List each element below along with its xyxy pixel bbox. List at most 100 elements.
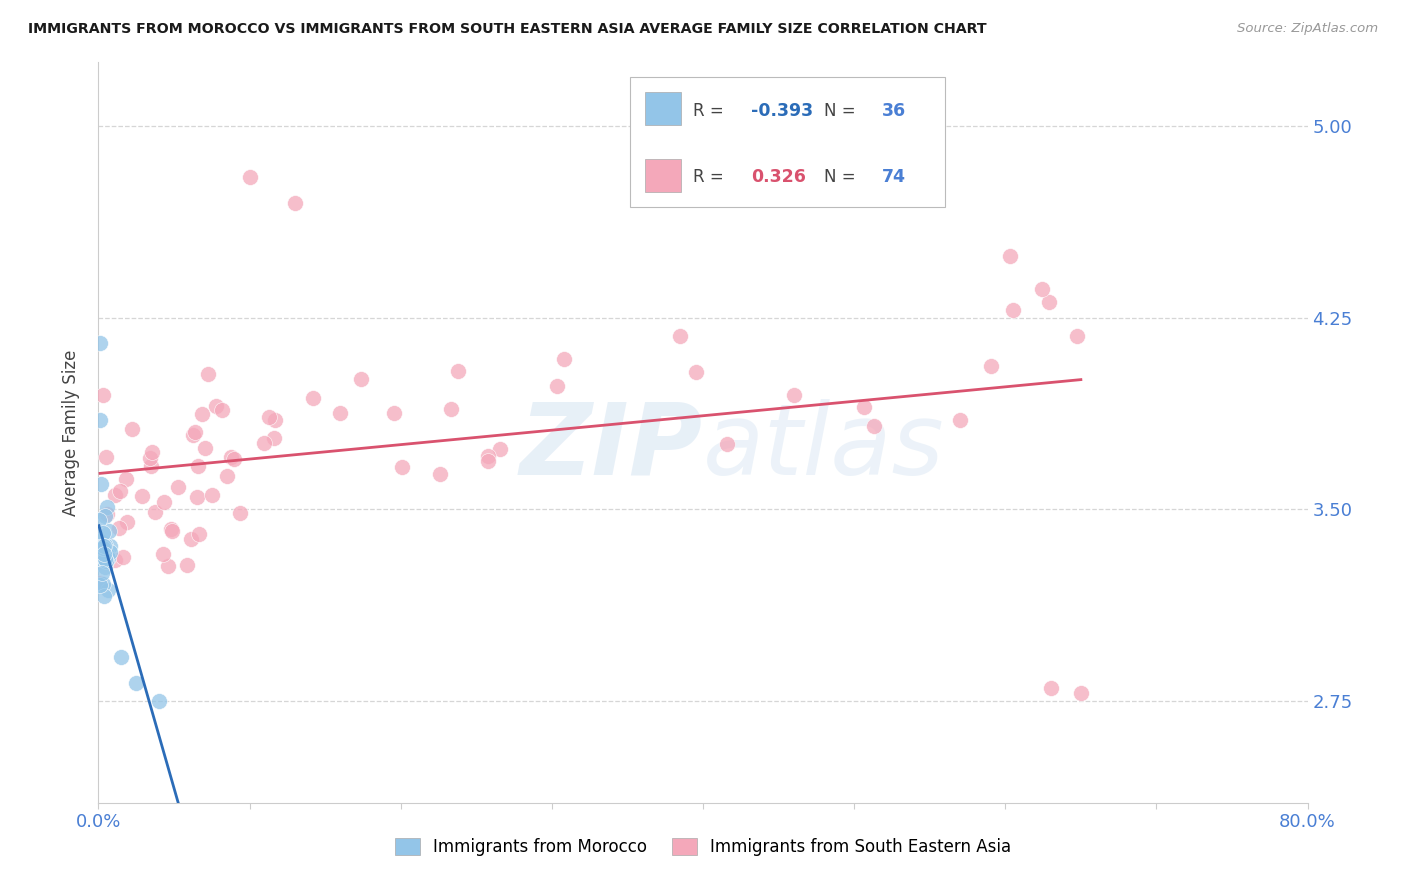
Point: [1070, 686, 1092, 700]
Point: [350, 372, 373, 386]
Point: [94, 554, 117, 568]
Point: [90, 476, 112, 491]
Point: [93, 589, 115, 603]
Text: Source: ZipAtlas.com: Source: ZipAtlas.com: [1237, 22, 1378, 36]
Point: [94, 559, 117, 574]
Text: N =: N =: [824, 169, 860, 186]
Point: [219, 450, 242, 465]
Text: IMMIGRANTS FROM MOROCCO VS IMMIGRANTS FROM SOUTH EASTERN ASIA AVERAGE FAMILY SIZ: IMMIGRANTS FROM MOROCCO VS IMMIGRANTS FR…: [28, 22, 987, 37]
Point: [91, 526, 114, 541]
Point: [89, 513, 111, 527]
Point: [89, 576, 111, 591]
Point: [440, 402, 463, 417]
Point: [91, 541, 114, 556]
Point: [115, 472, 138, 486]
Point: [205, 399, 228, 413]
Text: 74: 74: [882, 169, 905, 186]
Point: [89, 413, 111, 427]
Point: [96, 507, 118, 521]
Point: [90, 552, 112, 566]
Point: [98, 524, 121, 538]
Point: [853, 400, 876, 414]
Point: [160, 524, 183, 538]
Point: [89, 578, 111, 592]
Point: [93, 537, 115, 551]
Point: [91, 566, 114, 580]
Point: [91, 576, 114, 591]
Point: [257, 410, 280, 425]
Point: [143, 505, 166, 519]
Point: [447, 364, 470, 378]
Point: [94, 552, 117, 566]
Point: [546, 378, 568, 392]
Point: [138, 450, 160, 465]
Point: [668, 329, 690, 343]
Text: 0.326: 0.326: [751, 169, 806, 186]
Text: N =: N =: [824, 102, 860, 120]
Point: [176, 558, 198, 573]
Point: [263, 431, 285, 445]
Point: [167, 480, 190, 494]
Point: [224, 451, 246, 466]
Point: [1002, 303, 1025, 318]
Point: [193, 442, 215, 456]
FancyBboxPatch shape: [630, 78, 945, 207]
Point: [104, 553, 127, 567]
Point: [197, 367, 219, 381]
Point: [181, 428, 204, 442]
Point: [91, 539, 114, 553]
Point: [96, 500, 118, 514]
Point: [229, 506, 252, 520]
Point: [949, 413, 972, 427]
Point: [716, 437, 738, 451]
Point: [160, 522, 183, 536]
Point: [180, 533, 202, 547]
Legend: Immigrants from Morocco, Immigrants from South Eastern Asia: Immigrants from Morocco, Immigrants from…: [389, 833, 1017, 861]
Point: [93, 547, 115, 561]
Point: [152, 548, 174, 562]
Point: [264, 413, 287, 427]
Point: [91, 547, 114, 561]
Point: [103, 488, 125, 502]
Point: [93, 540, 115, 554]
Text: 36: 36: [882, 102, 905, 120]
Point: [477, 449, 499, 463]
Point: [685, 365, 707, 379]
Point: [93, 509, 115, 524]
FancyBboxPatch shape: [645, 92, 682, 126]
Point: [187, 458, 209, 473]
Point: [91, 544, 114, 558]
Point: [980, 359, 1002, 374]
Point: [1039, 681, 1062, 695]
Point: [553, 352, 575, 367]
Point: [97, 550, 120, 565]
Point: [89, 534, 111, 549]
Point: [139, 458, 162, 473]
Point: [121, 422, 143, 436]
Point: [91, 388, 114, 402]
Point: [125, 675, 148, 690]
Point: [429, 467, 451, 481]
Text: -0.393: -0.393: [751, 102, 814, 120]
Point: [98, 539, 121, 553]
Point: [253, 436, 276, 450]
Point: [110, 650, 132, 665]
Point: [108, 521, 131, 535]
Point: [131, 489, 153, 503]
Point: [187, 526, 209, 541]
Point: [97, 582, 120, 597]
Point: [1038, 294, 1060, 309]
Point: [89, 336, 111, 351]
Point: [93, 538, 115, 552]
Point: [153, 495, 176, 509]
FancyBboxPatch shape: [645, 159, 682, 192]
Point: [783, 388, 806, 402]
Point: [186, 490, 208, 504]
Point: [382, 406, 405, 420]
Point: [1066, 328, 1088, 343]
Point: [141, 445, 163, 459]
Point: [863, 419, 886, 434]
Point: [201, 487, 224, 501]
Point: [108, 483, 131, 498]
Point: [284, 195, 307, 210]
